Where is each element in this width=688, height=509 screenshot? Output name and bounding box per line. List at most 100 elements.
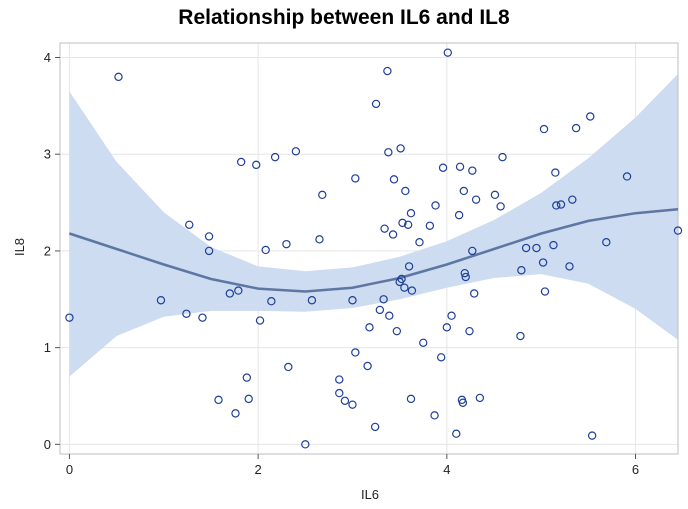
data-point — [114, 72, 123, 82]
y-axis: 0 1 2 3 4 — [44, 50, 60, 452]
x-tick-label: 2 — [255, 462, 262, 477]
data-point — [438, 163, 448, 172]
data-point — [370, 422, 380, 432]
data-point — [365, 323, 374, 332]
data-point — [673, 226, 683, 235]
y-axis-label: IL8 — [12, 238, 27, 256]
data-point — [403, 220, 413, 230]
data-point — [335, 375, 344, 384]
data-point — [380, 224, 389, 233]
data-point — [301, 440, 310, 449]
data-point — [234, 286, 243, 295]
data-point — [261, 245, 270, 255]
y-tick-label: 4 — [44, 50, 51, 65]
data-point — [335, 388, 344, 398]
y-tick-label: 1 — [44, 340, 51, 355]
data-point — [282, 239, 291, 249]
data-point — [516, 331, 525, 341]
data-point — [242, 373, 252, 382]
data-point — [225, 289, 235, 298]
data-point — [454, 210, 464, 220]
data-point — [291, 147, 301, 156]
data-point — [468, 166, 477, 175]
data-point — [498, 152, 507, 162]
data-point — [340, 396, 350, 406]
data-point — [307, 296, 317, 305]
data-point — [392, 326, 402, 336]
data-point — [470, 289, 479, 298]
data-point — [397, 274, 406, 284]
data-point — [156, 296, 166, 305]
data-point — [267, 297, 276, 306]
data-point — [351, 174, 360, 183]
data-point — [436, 353, 446, 362]
data-point — [198, 313, 207, 322]
data-point — [471, 195, 481, 204]
data-point — [622, 172, 632, 181]
data-point — [406, 394, 416, 404]
data-point — [398, 218, 407, 228]
data-point — [565, 262, 574, 271]
data-point — [65, 313, 74, 322]
data-point — [521, 243, 531, 253]
x-axis: 0 2 4 6 — [66, 454, 639, 477]
data-point — [571, 123, 581, 133]
data-point — [348, 296, 357, 305]
data-point — [375, 305, 385, 315]
data-point — [532, 243, 541, 253]
x-tick-label: 6 — [632, 462, 639, 477]
data-point — [315, 235, 324, 244]
data-point — [396, 144, 405, 153]
data-point — [586, 112, 595, 121]
data-point — [460, 268, 469, 278]
data-point — [383, 66, 392, 76]
data-point — [549, 240, 558, 250]
data-point — [490, 190, 500, 200]
data-point — [384, 148, 393, 157]
data-point — [407, 286, 417, 295]
data-point — [551, 168, 560, 177]
plot-frame — [59, 42, 679, 455]
data-point — [430, 411, 439, 420]
chart-title: Relationship between IL6 and IL8 — [178, 6, 510, 29]
data-point — [425, 221, 435, 230]
data-point — [204, 246, 214, 256]
data-point — [538, 258, 548, 267]
data-point — [458, 398, 468, 407]
data-point — [602, 238, 611, 247]
data-point — [270, 152, 280, 162]
data-point — [379, 295, 388, 304]
data-point — [371, 99, 381, 109]
y-tick-label: 3 — [44, 147, 51, 162]
data-point — [231, 409, 240, 418]
data-point — [185, 220, 194, 230]
data-point — [496, 202, 505, 211]
data-point — [517, 266, 526, 275]
data-point — [255, 316, 265, 325]
data-point — [415, 238, 424, 247]
data-point — [388, 230, 398, 239]
data-point — [465, 326, 474, 336]
data-point — [455, 162, 465, 171]
confidence-band — [69, 73, 678, 377]
data-point — [459, 186, 469, 196]
data-point — [461, 272, 470, 282]
data-point — [556, 200, 566, 209]
y-tick-label: 2 — [44, 243, 51, 258]
data-point — [475, 393, 485, 403]
data-point — [348, 400, 357, 409]
data-point — [385, 311, 394, 320]
data-point — [406, 209, 416, 218]
x-axis-label: IL6 — [361, 487, 379, 502]
data-point — [404, 262, 414, 271]
data-points — [65, 48, 683, 449]
data-point — [468, 246, 477, 256]
data-point — [568, 195, 577, 204]
x-tick-label: 4 — [443, 462, 450, 477]
data-point — [400, 283, 409, 292]
data-point — [284, 362, 293, 372]
data-point — [318, 190, 327, 200]
data-point — [363, 361, 372, 371]
x-tick-label: 0 — [66, 462, 73, 477]
